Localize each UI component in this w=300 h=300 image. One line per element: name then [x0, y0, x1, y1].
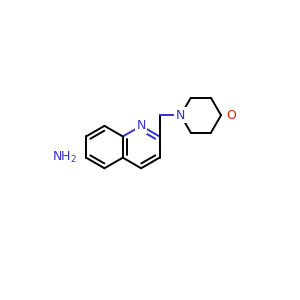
Text: N: N	[176, 109, 185, 122]
Text: N: N	[136, 119, 146, 132]
Text: NH$_2$: NH$_2$	[52, 150, 77, 165]
Text: O: O	[226, 109, 236, 122]
